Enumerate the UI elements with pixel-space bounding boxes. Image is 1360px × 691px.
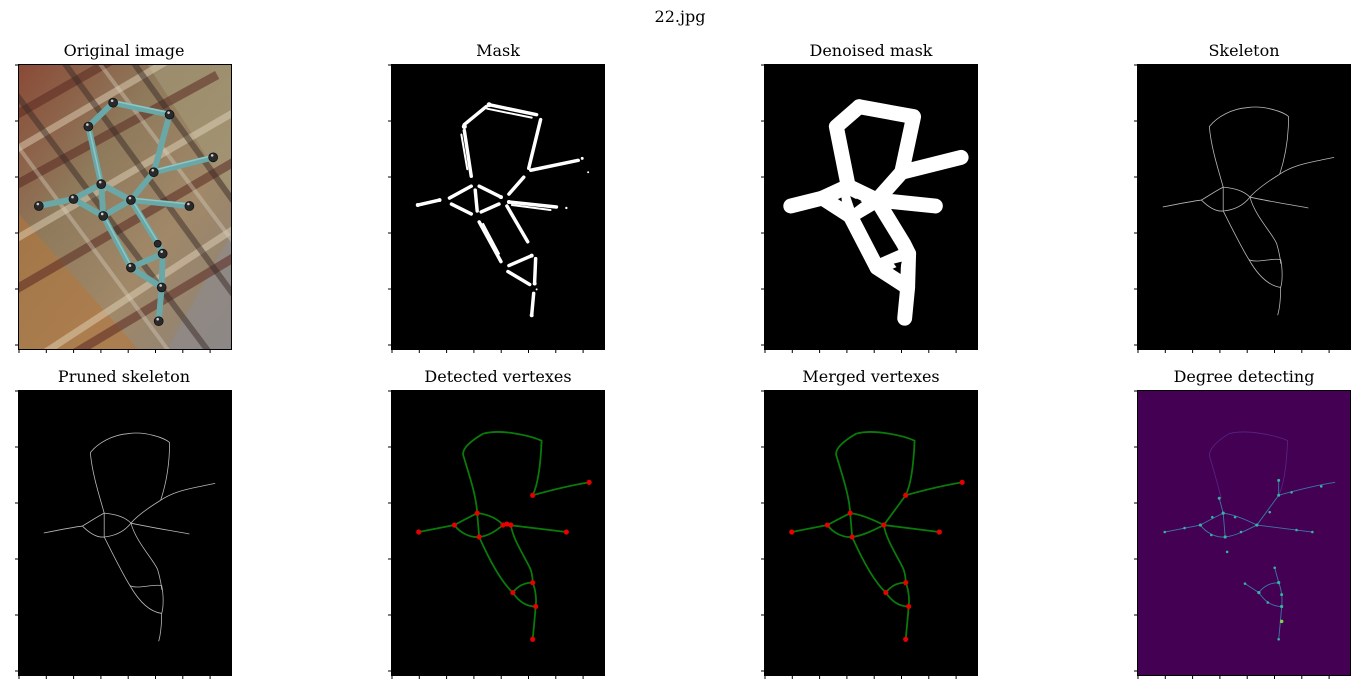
detected-vertexes-image	[392, 391, 604, 675]
skeleton-panel	[1137, 64, 1351, 350]
title-skeleton: Skeleton	[1208, 41, 1280, 60]
denoised-mask-image	[765, 65, 977, 349]
title-pruned-skeleton: Pruned skeleton	[57, 367, 191, 386]
title-original-image: Original image	[63, 41, 185, 60]
detected-vertexes-panel	[391, 390, 605, 676]
pruned-skeleton-panel	[18, 390, 232, 676]
skeleton-image	[1138, 65, 1350, 349]
title-mask: Mask	[476, 41, 520, 60]
pruned-skeleton-image	[19, 391, 231, 675]
degree-detecting-panel	[1137, 390, 1351, 676]
figure-title: 22.jpg	[654, 7, 706, 26]
merged-vertexes-image	[765, 391, 977, 675]
mask-panel	[391, 64, 605, 350]
title-merged-vertexes: Merged vertexes	[802, 367, 940, 386]
merged-vertexes-panel	[764, 390, 978, 676]
denoised-mask-panel	[764, 64, 978, 350]
title-denoised-mask: Denoised mask	[809, 41, 933, 60]
original-image	[19, 65, 231, 349]
original-image-panel	[18, 64, 232, 350]
title-degree-detecting: Degree detecting	[1173, 367, 1315, 386]
mask-image	[392, 65, 604, 349]
title-detected-vertexes: Detected vertexes	[424, 367, 572, 386]
degree-detecting-image	[1138, 391, 1350, 675]
